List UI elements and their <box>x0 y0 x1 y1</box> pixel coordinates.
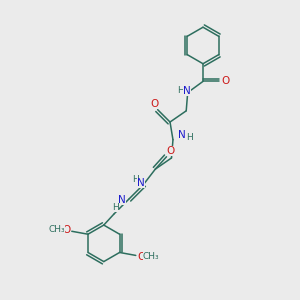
Text: O: O <box>62 225 70 235</box>
Text: CH₃: CH₃ <box>143 252 159 261</box>
Text: H: H <box>186 133 193 142</box>
Text: O: O <box>221 76 229 86</box>
Text: N: N <box>137 178 145 188</box>
Text: H: H <box>132 175 139 184</box>
Text: CH₃: CH₃ <box>48 225 65 234</box>
Text: O: O <box>166 146 174 156</box>
Text: N: N <box>183 86 191 96</box>
Text: O: O <box>137 252 145 262</box>
Text: H: H <box>177 86 184 95</box>
Text: H: H <box>112 203 119 212</box>
Text: N: N <box>118 195 126 205</box>
Text: N: N <box>178 130 186 140</box>
Text: O: O <box>151 99 159 109</box>
